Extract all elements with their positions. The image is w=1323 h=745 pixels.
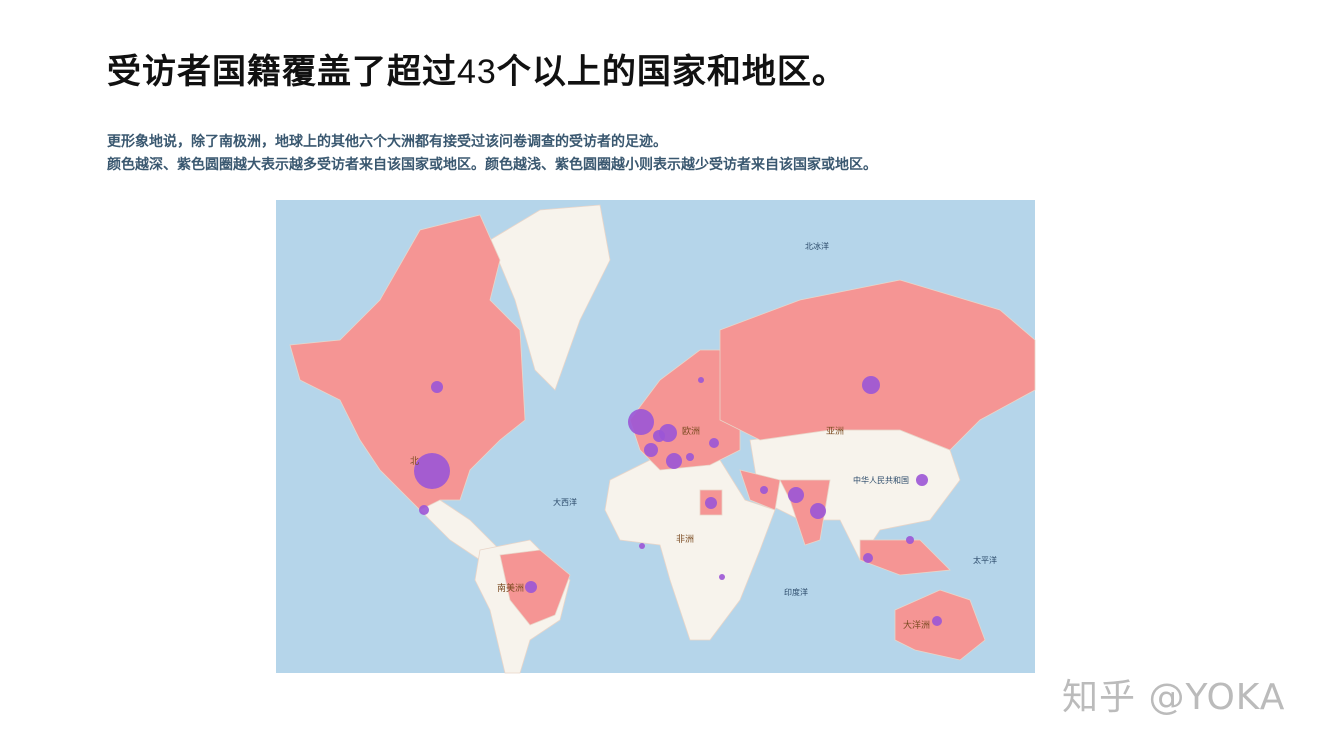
land — [289, 204, 1036, 674]
map-label: 北冰洋 — [805, 241, 829, 251]
map-label: 亚洲 — [826, 426, 844, 437]
map-label: 太平洋 — [973, 555, 997, 565]
subtitle: 颜色越深、紫色圆圈越大表示越多受访者来自该国家或地区。颜色越浅、紫色圆圈越小则表… — [107, 157, 877, 173]
title-text: 个以上的国家和地区。 — [496, 52, 847, 92]
map-label: 大西洋 — [553, 497, 577, 507]
respondent-bubbles — [414, 376, 942, 626]
map-label: 中华人民共和国 — [853, 475, 909, 485]
map-label: 非洲 — [676, 533, 694, 545]
map-label: 南美洲 — [497, 582, 524, 594]
map-label: 北 — [410, 456, 419, 467]
map-label: 欧洲 — [682, 425, 700, 437]
title-number: 43 — [457, 53, 497, 91]
watermark: 知乎 @YOKA — [1062, 677, 1286, 718]
title: 受访者国籍覆盖了超过43个以上的国家和地区。 — [107, 44, 847, 93]
map-label: 大洋洲 — [903, 619, 930, 631]
map-label: 印度洋 — [784, 587, 808, 597]
title-text: 受访者国籍覆盖了超过 — [107, 52, 457, 92]
subtitle: 更形象地说，除了南极洲，地球上的其他六个大洲都有接受过该问卷调查的受访者的足迹。 — [107, 134, 667, 150]
